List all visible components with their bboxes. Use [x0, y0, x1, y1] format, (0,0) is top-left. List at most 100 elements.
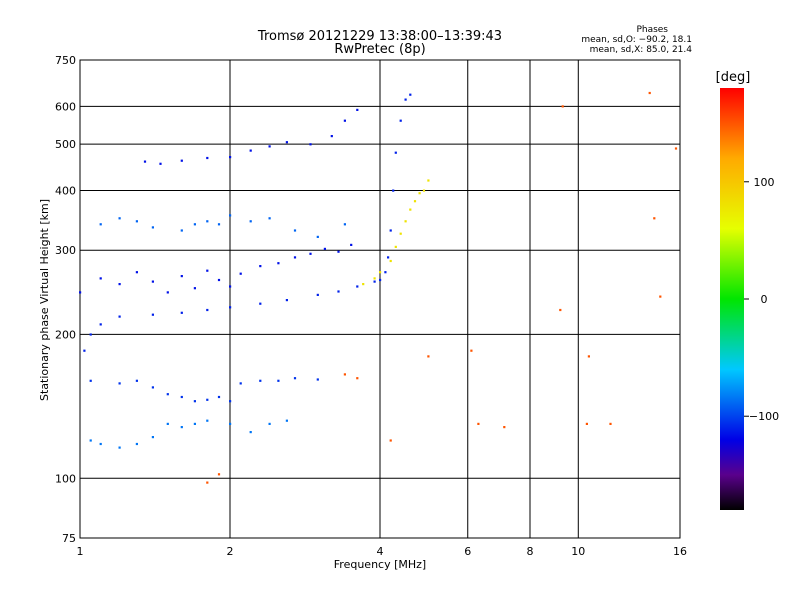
data-point: [79, 291, 82, 294]
data-point: [561, 105, 564, 108]
data-point: [206, 308, 209, 312]
data-point: [422, 189, 426, 192]
data-point: [180, 395, 183, 399]
data-point: [470, 349, 473, 352]
data-point: [399, 232, 402, 235]
data-point: [180, 426, 183, 429]
data-point: [350, 243, 353, 246]
data-point: [337, 290, 340, 293]
data-point: [206, 419, 209, 422]
stats-line-x: mean, sd,X: 85.0, 21.4: [590, 45, 693, 55]
data-point: [316, 378, 319, 381]
data-point: [166, 393, 169, 396]
data-point: [239, 382, 242, 385]
data-point: [166, 422, 169, 425]
y-tick-label: 750: [55, 54, 76, 67]
x-tick-label: 2: [227, 545, 234, 558]
data-point: [362, 283, 365, 286]
data-point: [151, 226, 154, 229]
y-tick-label: 200: [55, 328, 76, 341]
data-point: [404, 98, 407, 101]
data-point: [399, 119, 402, 122]
y-axis-label: Stationary phase Virtual Height [km]: [38, 199, 51, 401]
data-point: [343, 373, 346, 376]
data-point: [389, 439, 392, 442]
data-point: [477, 422, 480, 425]
y-tick-label: 300: [55, 244, 76, 257]
colorbar: [720, 88, 744, 510]
data-point: [309, 252, 312, 255]
chart-subtitle: RwPretec (8p): [334, 42, 425, 57]
data-point: [343, 119, 346, 122]
data-point: [217, 223, 221, 226]
data-point: [249, 149, 252, 152]
data-point: [373, 277, 376, 280]
data-point: [323, 247, 326, 250]
data-point: [89, 439, 92, 442]
x-tick-label: 4: [377, 545, 384, 558]
data-point: [330, 135, 333, 138]
data-point: [268, 422, 271, 425]
colorbar-tick-label: −100: [749, 410, 779, 423]
data-point: [135, 220, 138, 223]
data-point: [268, 145, 271, 148]
data-point: [180, 275, 183, 278]
data-point: [206, 269, 209, 272]
x-tick-label: 10: [571, 545, 585, 558]
data-point: [316, 293, 319, 296]
data-point: [285, 419, 288, 422]
data-point: [337, 250, 340, 253]
colorbar-tick-label: 100: [754, 176, 775, 189]
data-point: [217, 395, 221, 399]
data-point: [159, 162, 162, 165]
data-point: [206, 398, 209, 401]
data-point: [356, 377, 359, 380]
data-point: [166, 291, 169, 294]
data-point: [217, 473, 221, 476]
data-point: [384, 271, 387, 274]
data-point: [118, 382, 121, 385]
data-point: [409, 93, 412, 96]
colorbar-ticks: 100 0 −100: [744, 176, 779, 423]
data-point: [356, 285, 359, 288]
data-point: [389, 259, 392, 263]
x-tick-label: 8: [527, 545, 534, 558]
data-point: [285, 141, 288, 144]
data-point: [89, 333, 92, 336]
data-point: [151, 313, 154, 316]
data-point: [427, 355, 430, 358]
data-point: [394, 151, 397, 154]
data-point: [89, 379, 92, 382]
data-point: [118, 446, 121, 449]
data-point: [277, 379, 280, 382]
colorbar-tick-label: 0: [761, 293, 768, 306]
data-point: [193, 400, 196, 403]
data-point: [249, 220, 252, 223]
data-point: [356, 108, 359, 111]
y-tick-label: 400: [55, 184, 76, 197]
data-point: [379, 278, 382, 282]
data-point: [285, 299, 288, 302]
data-point: [293, 256, 297, 259]
data-point: [503, 426, 506, 429]
data-point: [259, 379, 262, 382]
data-point: [151, 280, 154, 283]
data-point: [99, 442, 102, 446]
data-point: [277, 262, 280, 265]
data-point: [387, 256, 390, 259]
data-point: [587, 355, 590, 358]
stats-heading: Phases: [636, 25, 668, 35]
data-point: [118, 315, 121, 318]
data-point: [193, 422, 196, 425]
data-point: [379, 271, 382, 274]
data-point: [135, 442, 138, 446]
colorbar-label: [deg]: [716, 70, 751, 85]
x-axis-label: Frequency [MHz]: [334, 558, 426, 571]
data-point: [206, 481, 209, 484]
data-point: [239, 272, 242, 275]
data-point: [249, 431, 252, 434]
data-point: [648, 91, 651, 95]
stats-line-o: mean, sd,O: −90.2, 18.1: [581, 35, 692, 45]
data-point: [229, 422, 232, 425]
data-point: [259, 265, 262, 268]
